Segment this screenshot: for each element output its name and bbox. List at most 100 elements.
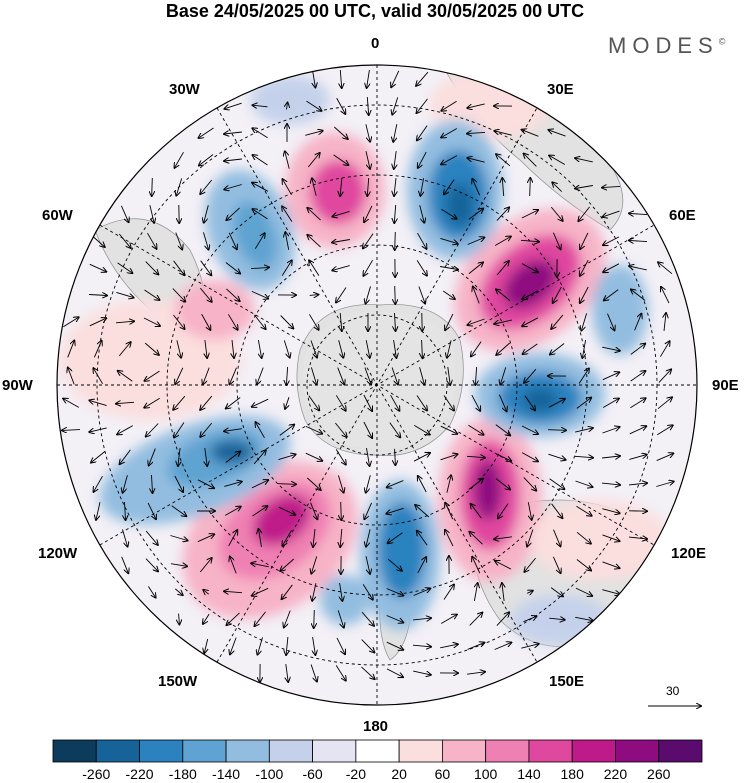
wind-vector xyxy=(365,556,370,574)
wind-vector xyxy=(495,561,512,570)
colorbar-swatch xyxy=(268,739,313,763)
wind-vector xyxy=(367,448,370,466)
wind-vector xyxy=(173,314,184,329)
wind-vector xyxy=(393,124,398,142)
wind-vector xyxy=(283,340,289,357)
wind-vector xyxy=(144,289,160,300)
wind-vector xyxy=(118,233,130,248)
wind-vector xyxy=(473,287,480,304)
wind-vector xyxy=(527,529,534,547)
meridian-line xyxy=(216,107,538,663)
wind-vector xyxy=(204,205,209,222)
wind-vector xyxy=(228,530,238,547)
wind-vector xyxy=(472,179,481,196)
wind-vector xyxy=(607,313,615,331)
wind-vector xyxy=(418,476,427,493)
wind-vector xyxy=(602,399,619,408)
wind-vector xyxy=(63,399,80,408)
wind-vector xyxy=(253,155,268,166)
wind-vector xyxy=(418,151,427,168)
wind-vector xyxy=(496,154,511,167)
wind-vector xyxy=(144,397,160,407)
wind-vector xyxy=(335,665,346,680)
wind-vector xyxy=(495,424,510,436)
wind-vector xyxy=(578,206,590,221)
wind-vector xyxy=(201,313,211,330)
wind-vector xyxy=(149,448,156,466)
wind-vector xyxy=(337,367,345,385)
wind-vector xyxy=(199,154,214,166)
wind-vector xyxy=(576,559,591,571)
wind-vector xyxy=(287,103,288,110)
wind-vector xyxy=(494,537,512,539)
antarctica-overlay xyxy=(302,311,456,449)
wind-vector xyxy=(467,132,486,133)
wind-vector xyxy=(200,422,213,437)
wind-vector xyxy=(174,422,185,438)
wind-vector xyxy=(252,398,269,407)
colorbar xyxy=(52,739,703,763)
wind-vector xyxy=(390,394,400,411)
positive-anomaly-120e-weak xyxy=(530,500,670,580)
wind-vector xyxy=(602,346,620,351)
wind-vector xyxy=(523,616,537,623)
wind-vector xyxy=(552,556,560,573)
wind-vector xyxy=(575,186,593,189)
wind-vector xyxy=(415,505,430,518)
brand-logo: MODES© xyxy=(608,33,725,59)
wind-vector xyxy=(420,178,423,196)
wind-vector xyxy=(524,154,537,167)
wind-vector xyxy=(629,455,646,460)
wind-vector xyxy=(472,557,481,574)
wind-vector xyxy=(443,585,454,600)
wind-vector xyxy=(467,103,485,108)
wind-vector xyxy=(471,341,482,357)
wind-vector xyxy=(175,151,184,168)
wind-vector xyxy=(199,287,211,302)
anomaly-blobs xyxy=(60,70,670,645)
wind-vector xyxy=(417,125,428,141)
wind-vector xyxy=(551,503,563,518)
wind-vector xyxy=(413,670,431,675)
wind-vector xyxy=(521,425,538,434)
wind-vector xyxy=(253,450,266,465)
wind-vector xyxy=(547,430,566,431)
reference-vector-value: 30 xyxy=(666,684,680,698)
wind-vector xyxy=(197,534,214,543)
colorbar-swatch xyxy=(52,739,97,763)
wind-vector xyxy=(152,474,153,493)
colorbar-swatch xyxy=(485,739,530,763)
wind-vector xyxy=(200,260,212,276)
wind-vector xyxy=(494,643,512,650)
wind-vector xyxy=(308,395,319,411)
wind-vector xyxy=(224,482,241,487)
wind-vector xyxy=(173,260,185,275)
anomaly-field xyxy=(57,65,697,705)
wind-vector xyxy=(575,587,592,596)
wind-vector xyxy=(502,178,503,197)
wind-vector xyxy=(521,210,538,219)
wind-vector xyxy=(252,128,268,139)
wind-vector xyxy=(522,130,539,137)
wind-vector xyxy=(523,477,536,490)
wind-vector xyxy=(602,508,619,514)
wind-vector xyxy=(389,422,400,438)
wind-vector xyxy=(251,290,268,298)
wind-vector xyxy=(117,425,134,435)
wind-vector xyxy=(254,314,265,329)
colorbar-tick-label: 140 xyxy=(517,766,541,782)
wind-vector xyxy=(549,156,566,165)
wind-vector xyxy=(412,645,431,647)
wind-vector xyxy=(205,340,207,358)
wind-vector xyxy=(259,529,262,547)
wind-vector xyxy=(337,610,344,627)
wind-vector xyxy=(387,558,402,571)
wind-vector xyxy=(602,589,619,595)
wind-vector xyxy=(224,132,242,134)
lon-label-150e: 150E xyxy=(549,673,585,690)
wind-vector xyxy=(629,213,648,214)
wind-vector xyxy=(580,232,589,249)
wind-vector xyxy=(256,422,265,439)
wind-vector xyxy=(524,557,536,572)
wind-vector xyxy=(416,260,427,275)
